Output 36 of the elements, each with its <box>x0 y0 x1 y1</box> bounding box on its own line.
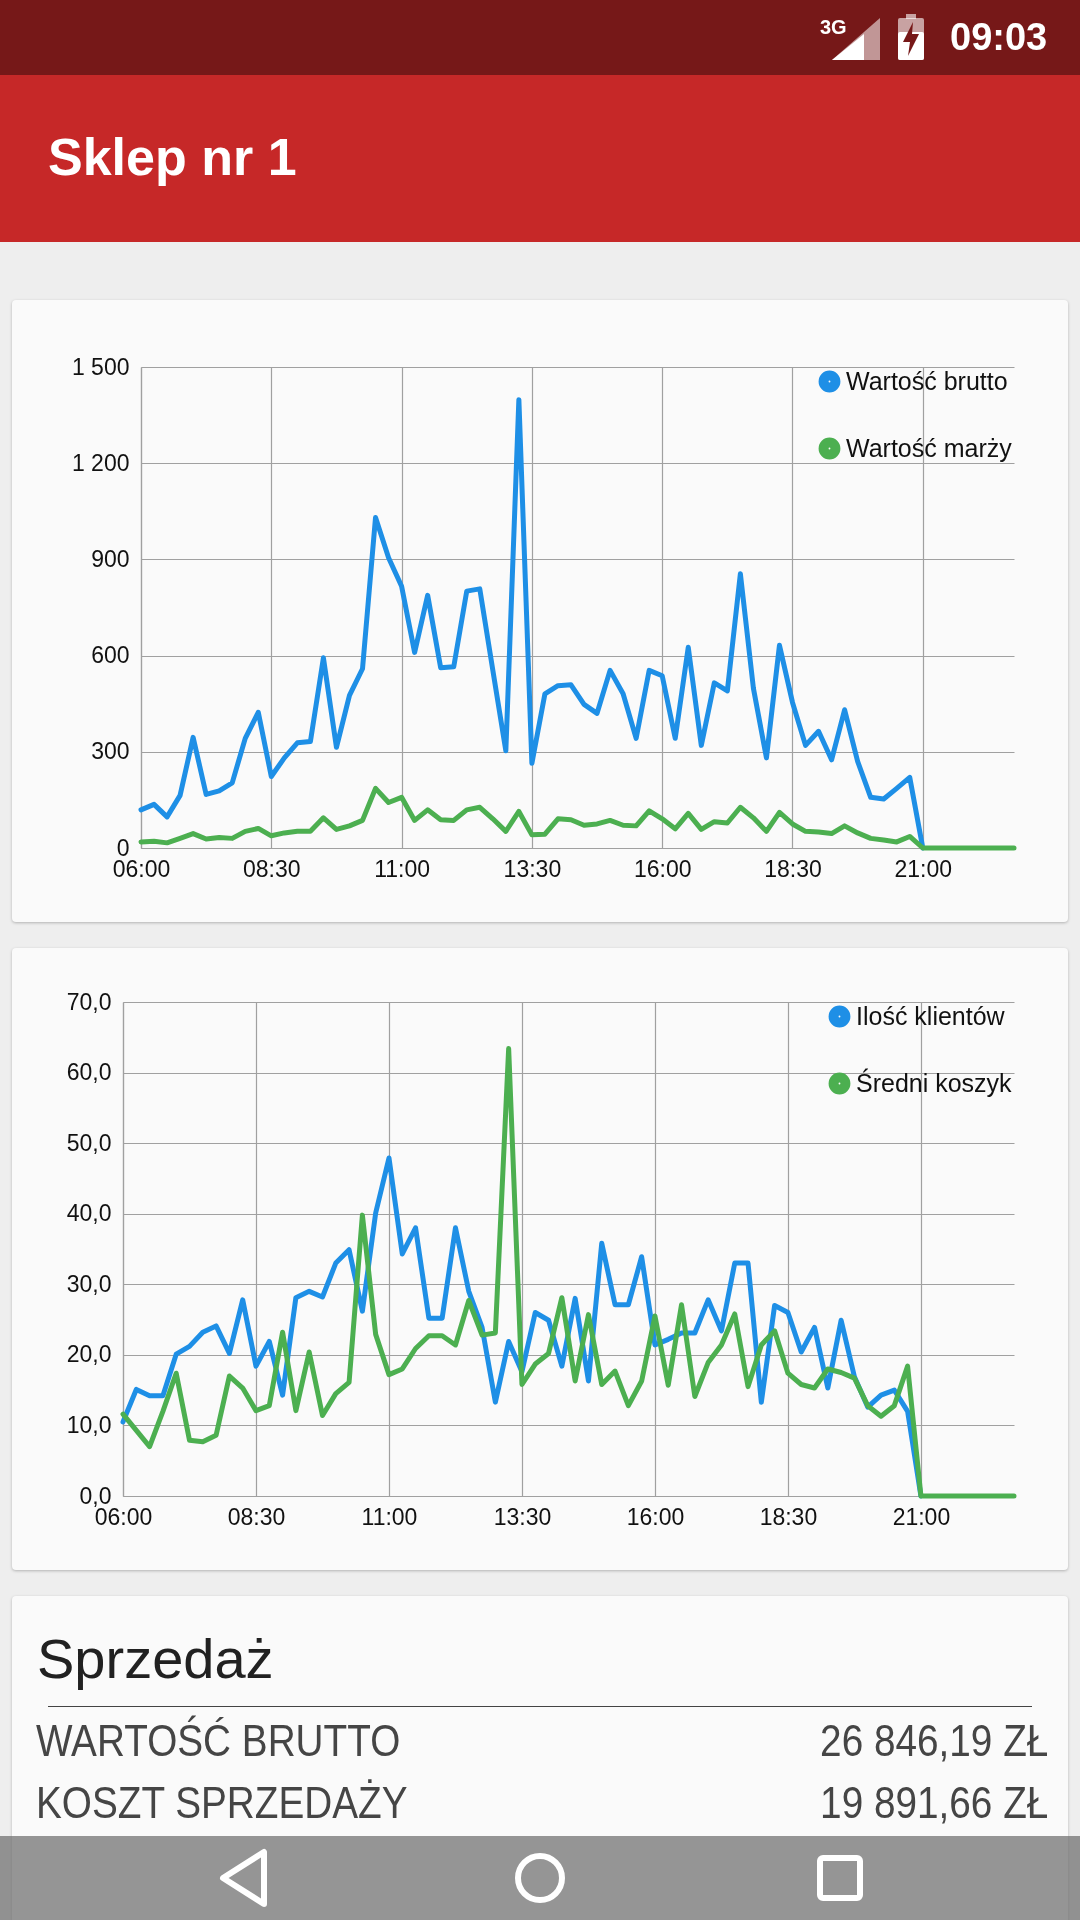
x-tick-label: 18:30 <box>759 1503 818 1530</box>
x-tick-label: 11:00 <box>374 855 431 882</box>
y-tick-label: 40,0 <box>66 1200 112 1227</box>
x-tick-label: 08:30 <box>243 855 301 882</box>
text: Sklep nr 1 <box>48 127 297 187</box>
text: KOSZT SPRZEDAŻY <box>36 1778 408 1828</box>
y-tick-label: 30,0 <box>66 1270 112 1297</box>
x-tick-label: 11:00 <box>361 1503 418 1530</box>
x-tick-label: 18:30 <box>764 855 822 882</box>
y-tick-label: 600 <box>91 642 130 669</box>
text: WARTOŚĆ BRUTTO <box>36 1716 401 1766</box>
x-tick-label: 13:30 <box>503 855 562 882</box>
y-tick-label: 1 200 <box>71 449 130 476</box>
y-tick-label: 10,0 <box>66 1411 112 1438</box>
text: 26 846,19 ZŁ <box>819 1716 1048 1766</box>
y-tick-label: 70,0 <box>66 988 112 1015</box>
x-tick-label: 16:00 <box>633 855 692 882</box>
text: Sprzedaż <box>37 1626 274 1691</box>
y-tick-label: 50,0 <box>66 1129 112 1156</box>
x-tick-label: 16:00 <box>626 1503 685 1530</box>
legend-label: Wartość marży <box>846 433 1013 462</box>
y-tick-label: 300 <box>91 738 130 765</box>
y-tick-label: 1 500 <box>71 353 130 380</box>
legend-label: Średni koszyk <box>856 1067 1013 1097</box>
text: 09:03 <box>950 16 1048 59</box>
y-tick-label: 60,0 <box>66 1059 112 1086</box>
x-tick-label: 21:00 <box>894 855 953 882</box>
text: 19 891,66 ZŁ <box>819 1778 1048 1828</box>
legend-label: Wartość brutto <box>846 366 1008 395</box>
y-tick-label: 900 <box>91 545 130 572</box>
text: 3G <box>820 16 847 39</box>
legend-label: Ilość klientów <box>856 1001 1006 1030</box>
x-tick-label: 21:00 <box>892 1503 951 1530</box>
y-tick-label: 20,0 <box>66 1341 112 1368</box>
x-tick-label: 13:30 <box>493 1503 552 1530</box>
x-tick-label: 08:30 <box>227 1503 286 1530</box>
